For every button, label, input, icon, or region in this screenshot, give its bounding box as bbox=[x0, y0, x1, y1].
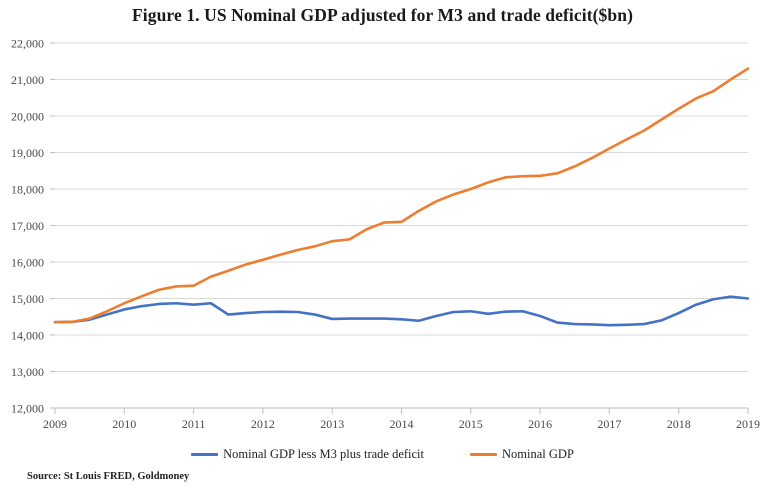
y-axis-tick-label: 14,000 bbox=[11, 329, 44, 343]
y-axis-tick-label: 20,000 bbox=[11, 110, 44, 124]
x-axis-tick-label: 2013 bbox=[320, 417, 344, 431]
y-axis-tick-label: 12,000 bbox=[11, 402, 44, 416]
source-note: Source: St Louis FRED, Goldmoney bbox=[27, 471, 190, 482]
x-axis-tick-label-group: 2009 2010 2011 2012 2013 2014 2015 2016 2017 2018… bbox=[43, 417, 760, 431]
x-axis-tick-label: 2019 bbox=[736, 417, 760, 431]
legend-item-label: Nominal GDP less M3 plus trade deficit bbox=[223, 447, 425, 461]
legend-item-label: Nominal GDP bbox=[502, 447, 574, 461]
x-axis-tick-label: 2014 bbox=[390, 417, 414, 431]
x-axis-tick-label: 2017 bbox=[597, 417, 621, 431]
x-axis-tick-label: 2011 bbox=[182, 417, 206, 431]
legend-color-swatch bbox=[470, 453, 498, 456]
x-axis-line-group bbox=[54, 407, 749, 414]
x-axis-tick-label: 2012 bbox=[251, 417, 275, 431]
x-axis-tick-label: 2018 bbox=[667, 417, 691, 431]
x-axis-tick-label: 2010 bbox=[112, 417, 136, 431]
line-chart-svg: 12,000 13,000 14,000 15,000 16,000 17,000 18,0… bbox=[11, 37, 760, 432]
gridline-group bbox=[50, 42, 748, 409]
y-axis-tick-label: 19,000 bbox=[11, 146, 44, 160]
x-axis-tick-label: 2015 bbox=[459, 417, 483, 431]
y-axis-tick-label: 15,000 bbox=[11, 292, 44, 306]
legend-item[interactable]: Nominal GDP bbox=[470, 447, 574, 462]
y-axis-tick-label: 13,000 bbox=[11, 365, 44, 379]
y-axis-tick-label: 18,000 bbox=[11, 183, 44, 197]
x-axis-tick-label: 2009 bbox=[43, 417, 67, 431]
y-axis-tick-label: 17,000 bbox=[11, 219, 44, 233]
chart-plot-area: 12,000 13,000 14,000 15,000 16,000 17,000 18,0… bbox=[11, 37, 760, 432]
legend-color-swatch bbox=[191, 453, 219, 456]
series-line bbox=[53, 67, 750, 324]
data-series-group bbox=[53, 67, 750, 327]
y-axis-tick-label: 16,000 bbox=[11, 256, 44, 270]
y-axis-tick-label: 21,000 bbox=[11, 73, 44, 87]
y-axis-tick-label: 22,000 bbox=[11, 37, 44, 51]
legend-item[interactable]: Nominal GDP less M3 plus trade deficit bbox=[191, 447, 424, 462]
y-axis-tick-label-group: 12,000 13,000 14,000 15,000 16,000 17,000 18,0… bbox=[11, 37, 44, 416]
page-title: Figure 1. US Nominal GDP adjusted for M3… bbox=[132, 5, 633, 25]
series-line bbox=[53, 295, 750, 327]
chart-legend: Nominal GDP less M3 plus trade deficit No… bbox=[0, 447, 765, 462]
x-axis-tick-label: 2016 bbox=[528, 417, 552, 431]
